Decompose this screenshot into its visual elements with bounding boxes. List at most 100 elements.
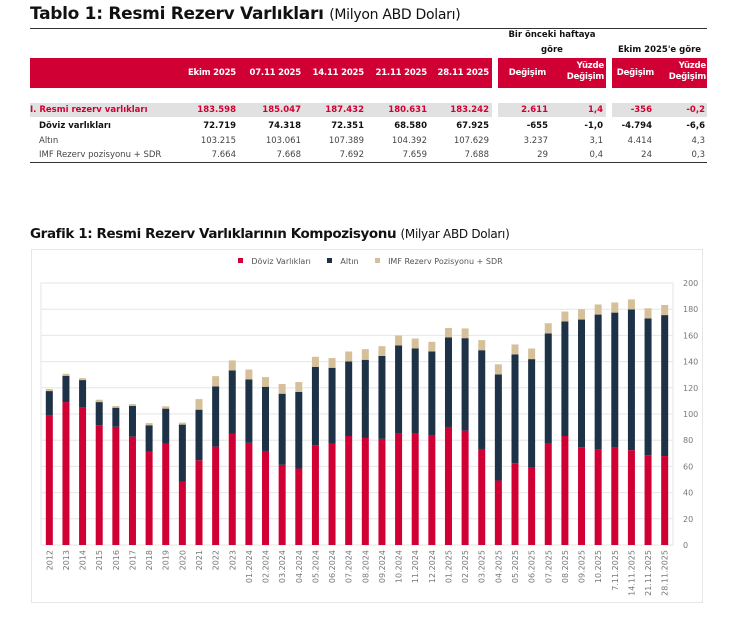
monthly-change-cell: 24 — [641, 150, 652, 160]
bar-segment-altin — [245, 379, 253, 443]
x-tick-label: 2015 — [95, 550, 104, 570]
total-row-band-monthly — [612, 103, 707, 117]
total-row-band-weekly — [498, 103, 606, 117]
x-tick-label: 28.11.2025 — [661, 550, 670, 596]
legend-swatch-doviz — [238, 258, 244, 263]
bar-segment-doviz — [162, 443, 170, 545]
bar-segment-doviz — [262, 450, 270, 545]
bar-segment-altin — [411, 348, 419, 433]
row-label: I. Resmi rezerv varlıkları — [30, 105, 148, 115]
y-tick-label: 60 — [683, 462, 693, 471]
bar-segment-doviz — [578, 447, 586, 545]
x-tick-label: 2022 — [212, 550, 221, 570]
bar-segment-imf — [361, 349, 369, 360]
bar-segment-altin — [461, 338, 469, 431]
bar-segment-imf — [228, 360, 236, 371]
bar-segment-doviz — [228, 433, 236, 545]
bar-segment-doviz — [511, 463, 519, 545]
bar-segment-altin — [162, 408, 170, 444]
value-cell-3: 104.392 — [391, 136, 427, 146]
legend-item-imf[interactable]: IMF Rezerv Pozisyonu + SDR — [375, 257, 503, 266]
weekly-pct-header: Yüzde Değişim — [550, 61, 604, 83]
bar-segment-imf — [444, 327, 452, 338]
bar-segment-altin — [378, 355, 386, 439]
x-tick-label: 07.2025 — [544, 550, 553, 583]
weekly-pct-header-line1: Yüzde — [576, 61, 605, 71]
x-tick-label: 06.2025 — [528, 550, 537, 583]
x-tick-label: 09.2024 — [378, 550, 387, 583]
col-header-4: 28.11 2025 — [437, 68, 489, 78]
x-tick-label: 02.2024 — [262, 550, 271, 583]
x-tick-label: 02.2025 — [461, 550, 470, 583]
bar-segment-doviz — [528, 467, 536, 545]
table-top-rule — [30, 28, 707, 29]
x-tick-label: 2023 — [228, 550, 237, 570]
row-label: Altın — [39, 136, 59, 146]
value-cell-3: 180.631 — [388, 105, 427, 115]
monthly-change-cell: -4.794 — [621, 121, 652, 131]
x-tick-label: 2014 — [79, 550, 88, 570]
bar-segment-imf — [411, 338, 419, 349]
weekly-group-header-line2: göre — [541, 45, 563, 55]
legend-label-imf: IMF Rezerv Pozisyonu + SDR — [388, 257, 503, 266]
value-cell-1: 74.318 — [268, 121, 301, 131]
bar-segment-doviz — [461, 430, 469, 545]
chart-title-text: Grafik 1: Resmi Rezerv Varlıklarının Kom… — [30, 226, 397, 242]
fx-assets-row: Döviz varlıkları 72.719 74.318 72.351 68.580… — [30, 119, 707, 133]
bar-segment-doviz — [62, 402, 70, 545]
value-cell-4: 67.925 — [456, 121, 489, 131]
y-tick-label: 80 — [683, 436, 693, 445]
x-tick-label: 03.2025 — [478, 550, 487, 583]
bar-segment-imf — [112, 406, 120, 408]
monthly-change-header: Değişim — [616, 68, 654, 78]
bar-segment-imf — [528, 348, 536, 360]
weekly-change-cell: -655 — [526, 121, 548, 131]
bar-segment-doviz — [245, 442, 253, 545]
weekly-change-cell: 29 — [537, 150, 548, 160]
bar-segment-altin — [611, 312, 619, 448]
bar-segment-imf — [661, 305, 669, 316]
bar-segment-imf — [511, 344, 519, 355]
x-tick-label: 2019 — [162, 550, 171, 570]
monthly-change-cell: 4.414 — [627, 136, 652, 146]
weekly-group-header: Bir önceki haftaya göre — [497, 28, 607, 58]
table-header-band-levels — [30, 58, 492, 88]
chart-frame — [31, 249, 703, 603]
bar-segment-imf — [461, 328, 469, 339]
value-cell-4: 7.688 — [464, 150, 489, 160]
y-tick-label: 160 — [683, 331, 698, 340]
weekly-change-cell: 3.237 — [523, 136, 548, 146]
legend-label-altin: Altın — [340, 257, 359, 266]
bar-segment-imf — [278, 384, 286, 394]
bar-segment-altin — [178, 424, 186, 482]
bar-segment-doviz — [195, 460, 203, 545]
value-cell-2: 187.432 — [325, 105, 364, 115]
bar-segment-imf — [45, 388, 53, 392]
value-cell-0: 7.664 — [211, 150, 236, 160]
bar-segment-doviz — [128, 436, 136, 545]
bar-segment-doviz — [611, 447, 619, 545]
x-tick-label: 2020 — [178, 550, 187, 570]
monthly-group-header: Ekim 2025'e göre — [617, 45, 702, 55]
weekly-pct-cell: 3,1 — [589, 136, 603, 146]
bar-segment-altin — [395, 345, 403, 434]
bar-segment-imf — [95, 399, 103, 403]
legend-item-doviz[interactable]: Döviz Varlıkları — [238, 257, 311, 266]
monthly-pct-header-line2: Değişim — [668, 72, 706, 82]
bar-segment-altin — [528, 359, 536, 468]
legend-swatch-altin — [327, 258, 333, 263]
value-cell-2: 107.389 — [328, 136, 364, 146]
bar-segment-doviz — [328, 443, 336, 545]
x-tick-label: 2012 — [45, 550, 54, 570]
value-cell-0: 183.598 — [197, 105, 236, 115]
legend-item-altin[interactable]: Altın — [327, 257, 359, 266]
row-label: IMF Rezerv pozisyonu + SDR — [39, 150, 162, 160]
bar-segment-doviz — [145, 451, 153, 545]
bar-segment-imf — [561, 311, 569, 322]
x-tick-label: 01.2024 — [245, 550, 254, 583]
bar-segment-doviz — [661, 456, 669, 545]
bar-segment-altin — [45, 391, 53, 416]
bar-segment-imf — [478, 340, 486, 351]
bar-segment-doviz — [311, 445, 319, 545]
